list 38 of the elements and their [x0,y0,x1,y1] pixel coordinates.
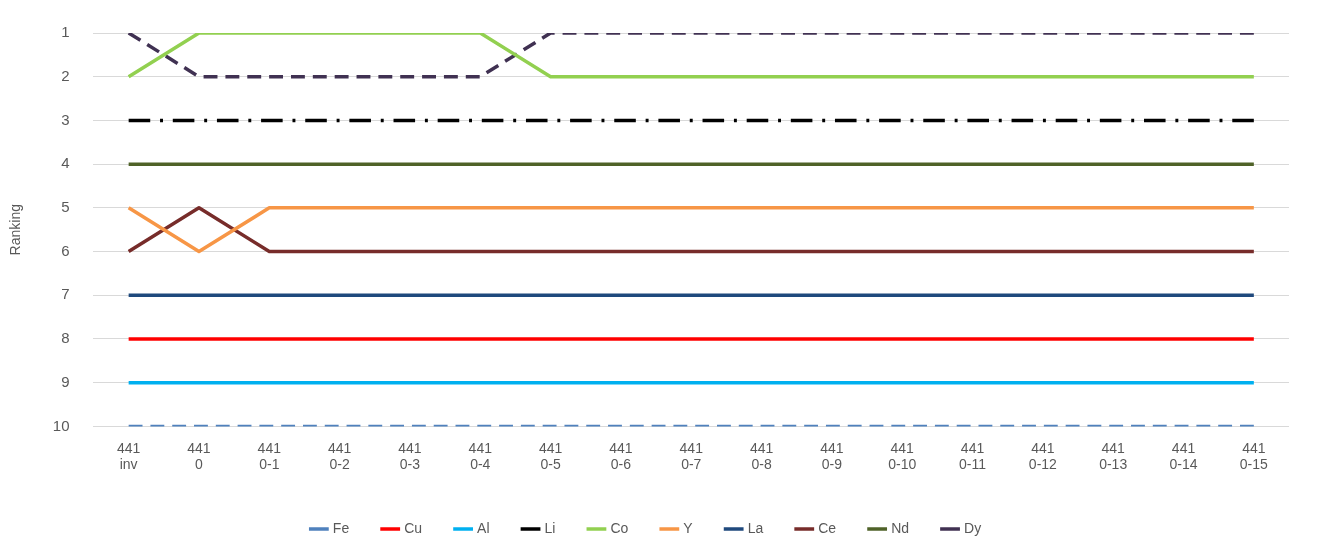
legend-label: Y [683,519,694,536]
x-tick-label: 441 0-6 [609,439,633,473]
x-tick-label: 441 0-11 [959,439,987,473]
x-tick-label: 441 0-14 [1169,439,1198,473]
legend-label: Fe [332,519,350,536]
y-tick-label: 3 [61,110,70,128]
y-tick-label: 5 [61,197,70,215]
x-tick-label: 441 0-7 [679,439,704,473]
x-tick-label: 441 0-13 [1099,439,1128,473]
x-tick-label: 441 0 [187,439,211,473]
legend-label: Li [544,519,556,536]
y-tick-label: 6 [61,241,70,259]
x-tick-label: 441 0-3 [398,439,422,473]
legend-label: Co [610,519,629,536]
legend-label: Ce [818,519,837,536]
legend-label: Nd [891,519,910,536]
x-tick-label: 441 0-10 [888,439,917,473]
x-tick-label: 441 0-12 [1028,439,1058,473]
x-tick-label: 441 inv [116,439,141,473]
y-tick-label: 7 [61,285,70,303]
x-tick-label: 441 0-8 [749,439,774,473]
y-tick-label: 4 [61,154,70,172]
x-tick-label: 441 0-2 [327,439,352,473]
y-tick-label: 8 [61,329,70,347]
x-tick-label: 441 0-9 [820,439,844,473]
x-tick-label: 441 0-15 [1239,439,1269,473]
x-tick-label: 441 0-1 [257,439,282,473]
legend-label: La [747,519,764,536]
y-axis-title: Ranking [7,204,24,256]
legend-label: Al [477,519,490,536]
y-tick-label: 1 [61,23,70,41]
y-tick-label: 10 [52,416,70,434]
x-tick-label: 441 0-5 [538,439,563,473]
y-tick-label: 9 [61,372,70,390]
y-tick-label: 2 [61,66,70,84]
legend-label: Cu [404,519,423,536]
legend-label: Dy [964,519,982,536]
x-tick-label: 441 0-4 [468,439,493,473]
